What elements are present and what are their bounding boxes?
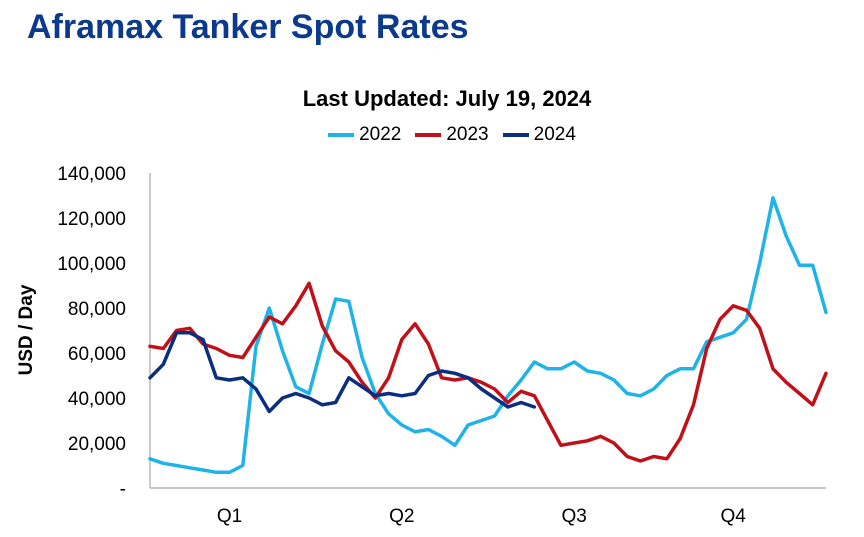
legend-label-2022: 2022 — [359, 124, 402, 145]
legend-item-2024: 2024 — [502, 124, 576, 146]
chart-legend: 2022 2023 2024 — [0, 124, 864, 146]
legend-item-2023: 2023 — [415, 124, 489, 146]
y-tick-label: - — [120, 479, 126, 500]
y-axis-ticks: - 20,000 40,000 60,000 80,000 100,000 120,000 1… — [57, 164, 126, 500]
series-line-2023 — [148, 281, 828, 463]
page-title: Aframax Tanker Spot Rates — [27, 8, 469, 46]
y-tick-label: 20,000 — [68, 434, 126, 455]
x-tick-label: Q4 — [721, 506, 747, 527]
legend-item-2022: 2022 — [328, 124, 401, 146]
y-tick-label: 140,000 — [57, 164, 126, 185]
series-line-2022 — [148, 196, 828, 475]
y-tick-label: 80,000 — [68, 299, 126, 320]
x-tick-label: Q2 — [389, 506, 414, 527]
x-tick-label: Q1 — [217, 506, 242, 527]
chart-title: Last Updated: July 19, 2024 — [302, 86, 592, 111]
legend-swatch-2022 — [328, 133, 355, 137]
series-lines — [148, 196, 828, 475]
legend-label-2024: 2024 — [533, 124, 576, 145]
legend-swatch-2024 — [502, 133, 529, 137]
y-tick-label: 120,000 — [57, 209, 126, 230]
y-tick-label: 100,000 — [57, 254, 126, 275]
series-line-2024 — [148, 331, 537, 414]
y-axis-label: USD / Day — [16, 284, 37, 375]
legend-swatch-2023 — [415, 133, 442, 137]
y-tick-label: 40,000 — [68, 389, 126, 410]
x-tick-label: Q3 — [561, 506, 586, 527]
chart-axes — [149, 173, 826, 489]
y-tick-label: 60,000 — [68, 344, 126, 365]
x-axis-ticks: Q1 Q2 Q3 Q4 — [217, 506, 746, 527]
legend-label-2023: 2023 — [446, 124, 489, 145]
